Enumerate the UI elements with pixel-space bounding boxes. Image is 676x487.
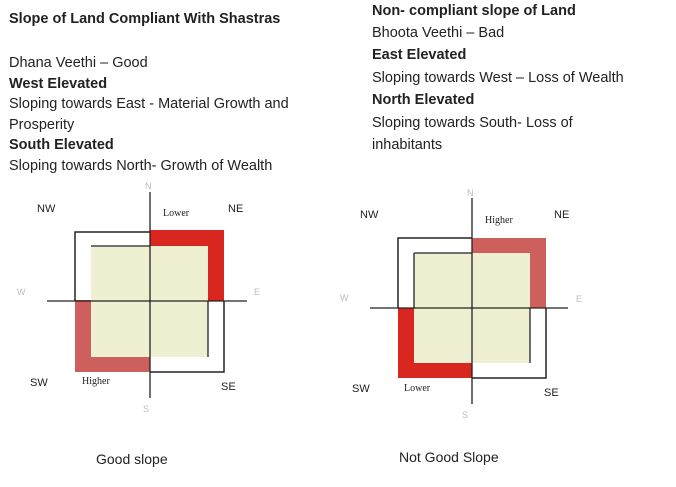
left-line-2: West Elevated: [9, 75, 108, 92]
good-higher-label: Higher: [82, 376, 110, 387]
left-line-4: Prosperity: [9, 116, 75, 133]
good-ne-red-side: [208, 230, 224, 301]
bad-s-label: S: [462, 410, 469, 420]
bad-ne-muted-side: [530, 238, 546, 308]
bad-se-label: SE: [544, 387, 559, 399]
good-outline-nw: [74, 231, 150, 301]
bad-higher-label: Higher: [485, 215, 513, 226]
good-outline-se: [150, 301, 225, 373]
right-line-5: Sloping towards South- Loss of: [372, 114, 573, 131]
right-line-4: North Elevated: [372, 92, 475, 108]
bad-sw-red-bar: [398, 362, 472, 378]
left-line-6: Sloping towards North- Growth of Wealth: [9, 157, 273, 174]
left-line-5: South Elevated: [9, 137, 114, 153]
good-lower-label: Lower: [163, 208, 190, 219]
good-sw-muted-bar: [75, 356, 150, 372]
bad-outline-nw: [397, 237, 472, 308]
left-line-3: Sloping towards East - Material Growth a…: [9, 96, 289, 112]
good-s-label: S: [143, 404, 150, 414]
bad-w-label: W: [340, 293, 349, 303]
bad-n-label: N: [467, 188, 474, 198]
good-e-label: E: [254, 287, 261, 297]
good-caption: Good slope: [96, 451, 168, 467]
bad-outline-se: [472, 308, 547, 379]
right-line-2: East Elevated: [372, 47, 467, 63]
good-w-label: W: [17, 287, 26, 297]
bad-lower-label: Lower: [404, 383, 431, 394]
bad-sw-label: SW: [352, 383, 370, 395]
right-line-6: inhabitants: [372, 137, 443, 153]
right-line-1: Bhoota Veethi – Bad: [372, 25, 505, 41]
bad-caption: Not Good Slope: [399, 449, 499, 465]
bad-e-label: E: [576, 294, 583, 304]
bad-sw-red-side: [398, 308, 414, 378]
bad-ne-label: NE: [554, 209, 570, 221]
right-line-3: Sloping towards West – Loss of Wealth: [372, 69, 624, 86]
good-ne-red-bar: [150, 230, 224, 247]
good-sw-muted-side: [75, 300, 91, 372]
bad-ne-muted-bar: [472, 238, 546, 254]
good-sw-label: SW: [30, 377, 48, 389]
right-heading: Non- compliant slope of Land: [372, 3, 576, 19]
good-n-label: N: [145, 181, 152, 191]
good-nw-label: NW: [37, 203, 56, 215]
left-line-1: Dhana Veethi – Good: [9, 55, 148, 71]
left-heading: Slope of Land Compliant With Shastras: [9, 11, 281, 27]
good-ne-label: NE: [228, 203, 244, 215]
good-se-label: SE: [221, 381, 236, 393]
bad-nw-label: NW: [360, 209, 379, 221]
